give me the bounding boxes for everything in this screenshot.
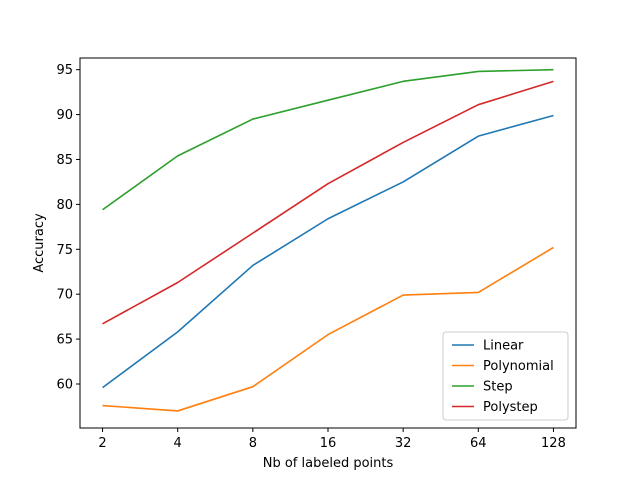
x-tick-label: 4 — [174, 436, 182, 451]
y-tick-label: 95 — [56, 63, 73, 78]
y-tick-label: 65 — [56, 333, 73, 348]
series-line-polystep — [102, 80, 554, 325]
x-axis-label: Nb of labeled points — [263, 456, 394, 471]
y-tick-label: 60 — [56, 377, 73, 392]
series-line-polynomial — [102, 246, 554, 412]
x-tick-label: 2 — [98, 436, 106, 451]
legend-label-step: Step — [483, 380, 513, 395]
y-tick-label: 80 — [56, 198, 73, 213]
legend-box — [442, 331, 569, 421]
x-tick-label: 8 — [249, 436, 257, 451]
x-tick-label: 64 — [470, 436, 487, 451]
legend: Linear Polynomial Step Polystep — [442, 331, 569, 421]
y-tick-label: 85 — [56, 153, 73, 168]
legend-label-linear: Linear — [483, 339, 524, 354]
x-tick-label: 128 — [541, 436, 566, 451]
series-line-linear — [102, 114, 554, 389]
x-tick-label: 32 — [395, 436, 412, 451]
y-axis-label: Accuracy — [32, 213, 47, 273]
series-line-step — [102, 68, 554, 211]
legend-label-polynomial: Polynomial — [483, 359, 554, 374]
y-axis-ticks: 60 65 70 75 80 85 90 95 — [56, 63, 80, 392]
y-tick-label: 90 — [56, 108, 73, 123]
y-tick-label: 70 — [56, 288, 73, 303]
x-tick-label: 16 — [320, 436, 337, 451]
x-axis-ticks: 2 4 8 16 32 64 128 — [98, 428, 566, 451]
y-tick-label: 75 — [56, 243, 73, 258]
legend-label-polystep: Polystep — [483, 400, 538, 415]
series-lines — [102, 68, 554, 412]
